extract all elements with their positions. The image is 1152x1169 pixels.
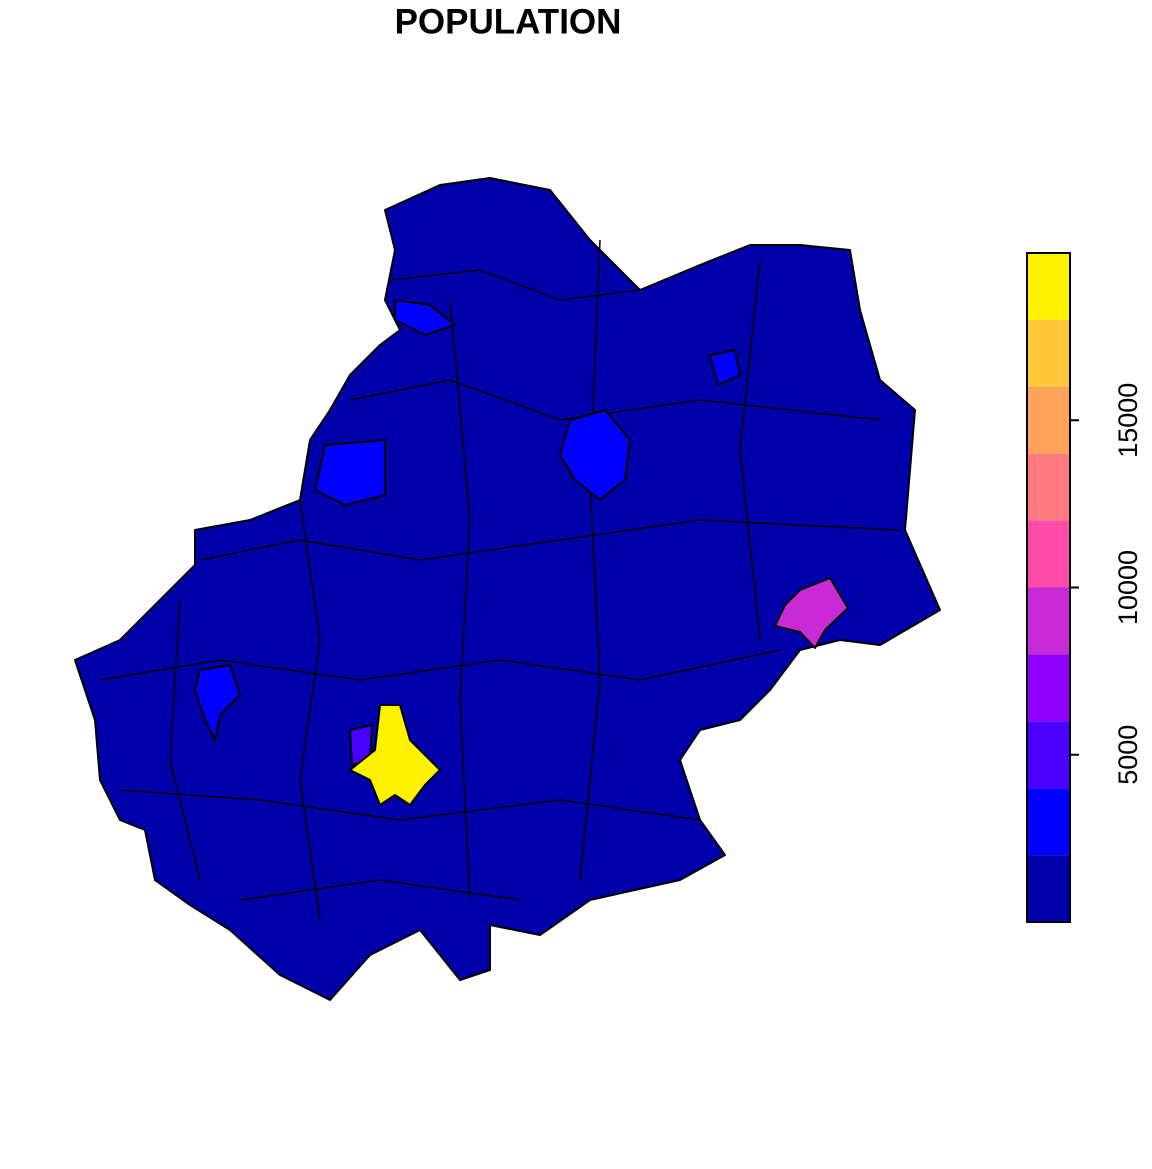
legend-bin: [1027, 587, 1070, 655]
region-highlight: [194, 664, 241, 741]
legend-bin: [1027, 319, 1070, 387]
region-highlight: [314, 439, 386, 506]
legend-bin: [1027, 520, 1070, 588]
region-highlight: [394, 299, 456, 336]
legend-tick-label: 10000: [1113, 550, 1143, 625]
legend: 5000 10000 15000: [1026, 252, 1143, 923]
region-highlight: [709, 349, 741, 386]
legend-bin: [1027, 721, 1070, 789]
commune-borders: [99, 239, 901, 921]
legend-bin: [1027, 654, 1070, 722]
legend-bin: [1027, 788, 1070, 856]
legend-tick-label: 15000: [1113, 383, 1143, 458]
legend-bin: [1027, 855, 1070, 922]
legend-bin: [1027, 386, 1070, 454]
legend-bin: [1027, 453, 1070, 521]
region-highlight: [349, 704, 441, 806]
region-base: [74, 177, 941, 1001]
region-highlight: [774, 577, 849, 649]
legend-tick-label: 5000: [1113, 725, 1143, 785]
title: POPULATION: [395, 2, 622, 41]
legend-bin: [1027, 253, 1070, 320]
region-highlight: [559, 409, 631, 501]
map: [74, 177, 941, 1001]
